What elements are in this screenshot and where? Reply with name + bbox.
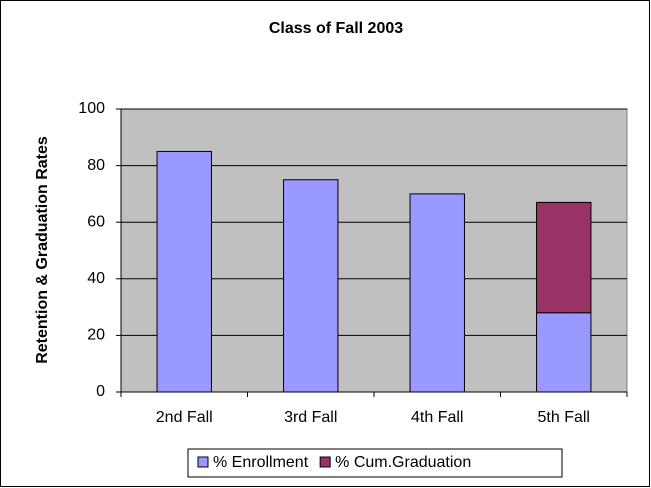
y-tick-label: 60 bbox=[87, 213, 105, 230]
bar-segment bbox=[536, 312, 592, 393]
legend-label: % Enrollment bbox=[213, 454, 309, 471]
y-tick-label: 20 bbox=[87, 327, 105, 344]
y-tick-label: 80 bbox=[87, 157, 105, 174]
chart-title: Class of Fall 2003 bbox=[269, 20, 403, 37]
x-tick-label: 4th Fall bbox=[411, 409, 463, 426]
legend-box bbox=[187, 448, 563, 478]
y-tick-label: 40 bbox=[87, 270, 105, 287]
bar-segment bbox=[409, 193, 465, 393]
legend-swatch bbox=[319, 456, 331, 468]
bar-segment bbox=[156, 150, 212, 393]
x-tick-label: 2nd Fall bbox=[156, 409, 213, 426]
bar-segment bbox=[536, 201, 592, 314]
y-tick-label: 100 bbox=[78, 100, 105, 117]
bar-segment bbox=[283, 179, 339, 393]
y-axis-label: Retention & Graduation Rates bbox=[34, 136, 51, 364]
x-tick-label: 3rd Fall bbox=[284, 409, 337, 426]
y-tick-label: 0 bbox=[96, 383, 105, 400]
legend-label: % Cum.Graduation bbox=[335, 454, 471, 471]
x-tick-label: 5th Fall bbox=[538, 409, 590, 426]
legend-swatch bbox=[197, 456, 209, 468]
